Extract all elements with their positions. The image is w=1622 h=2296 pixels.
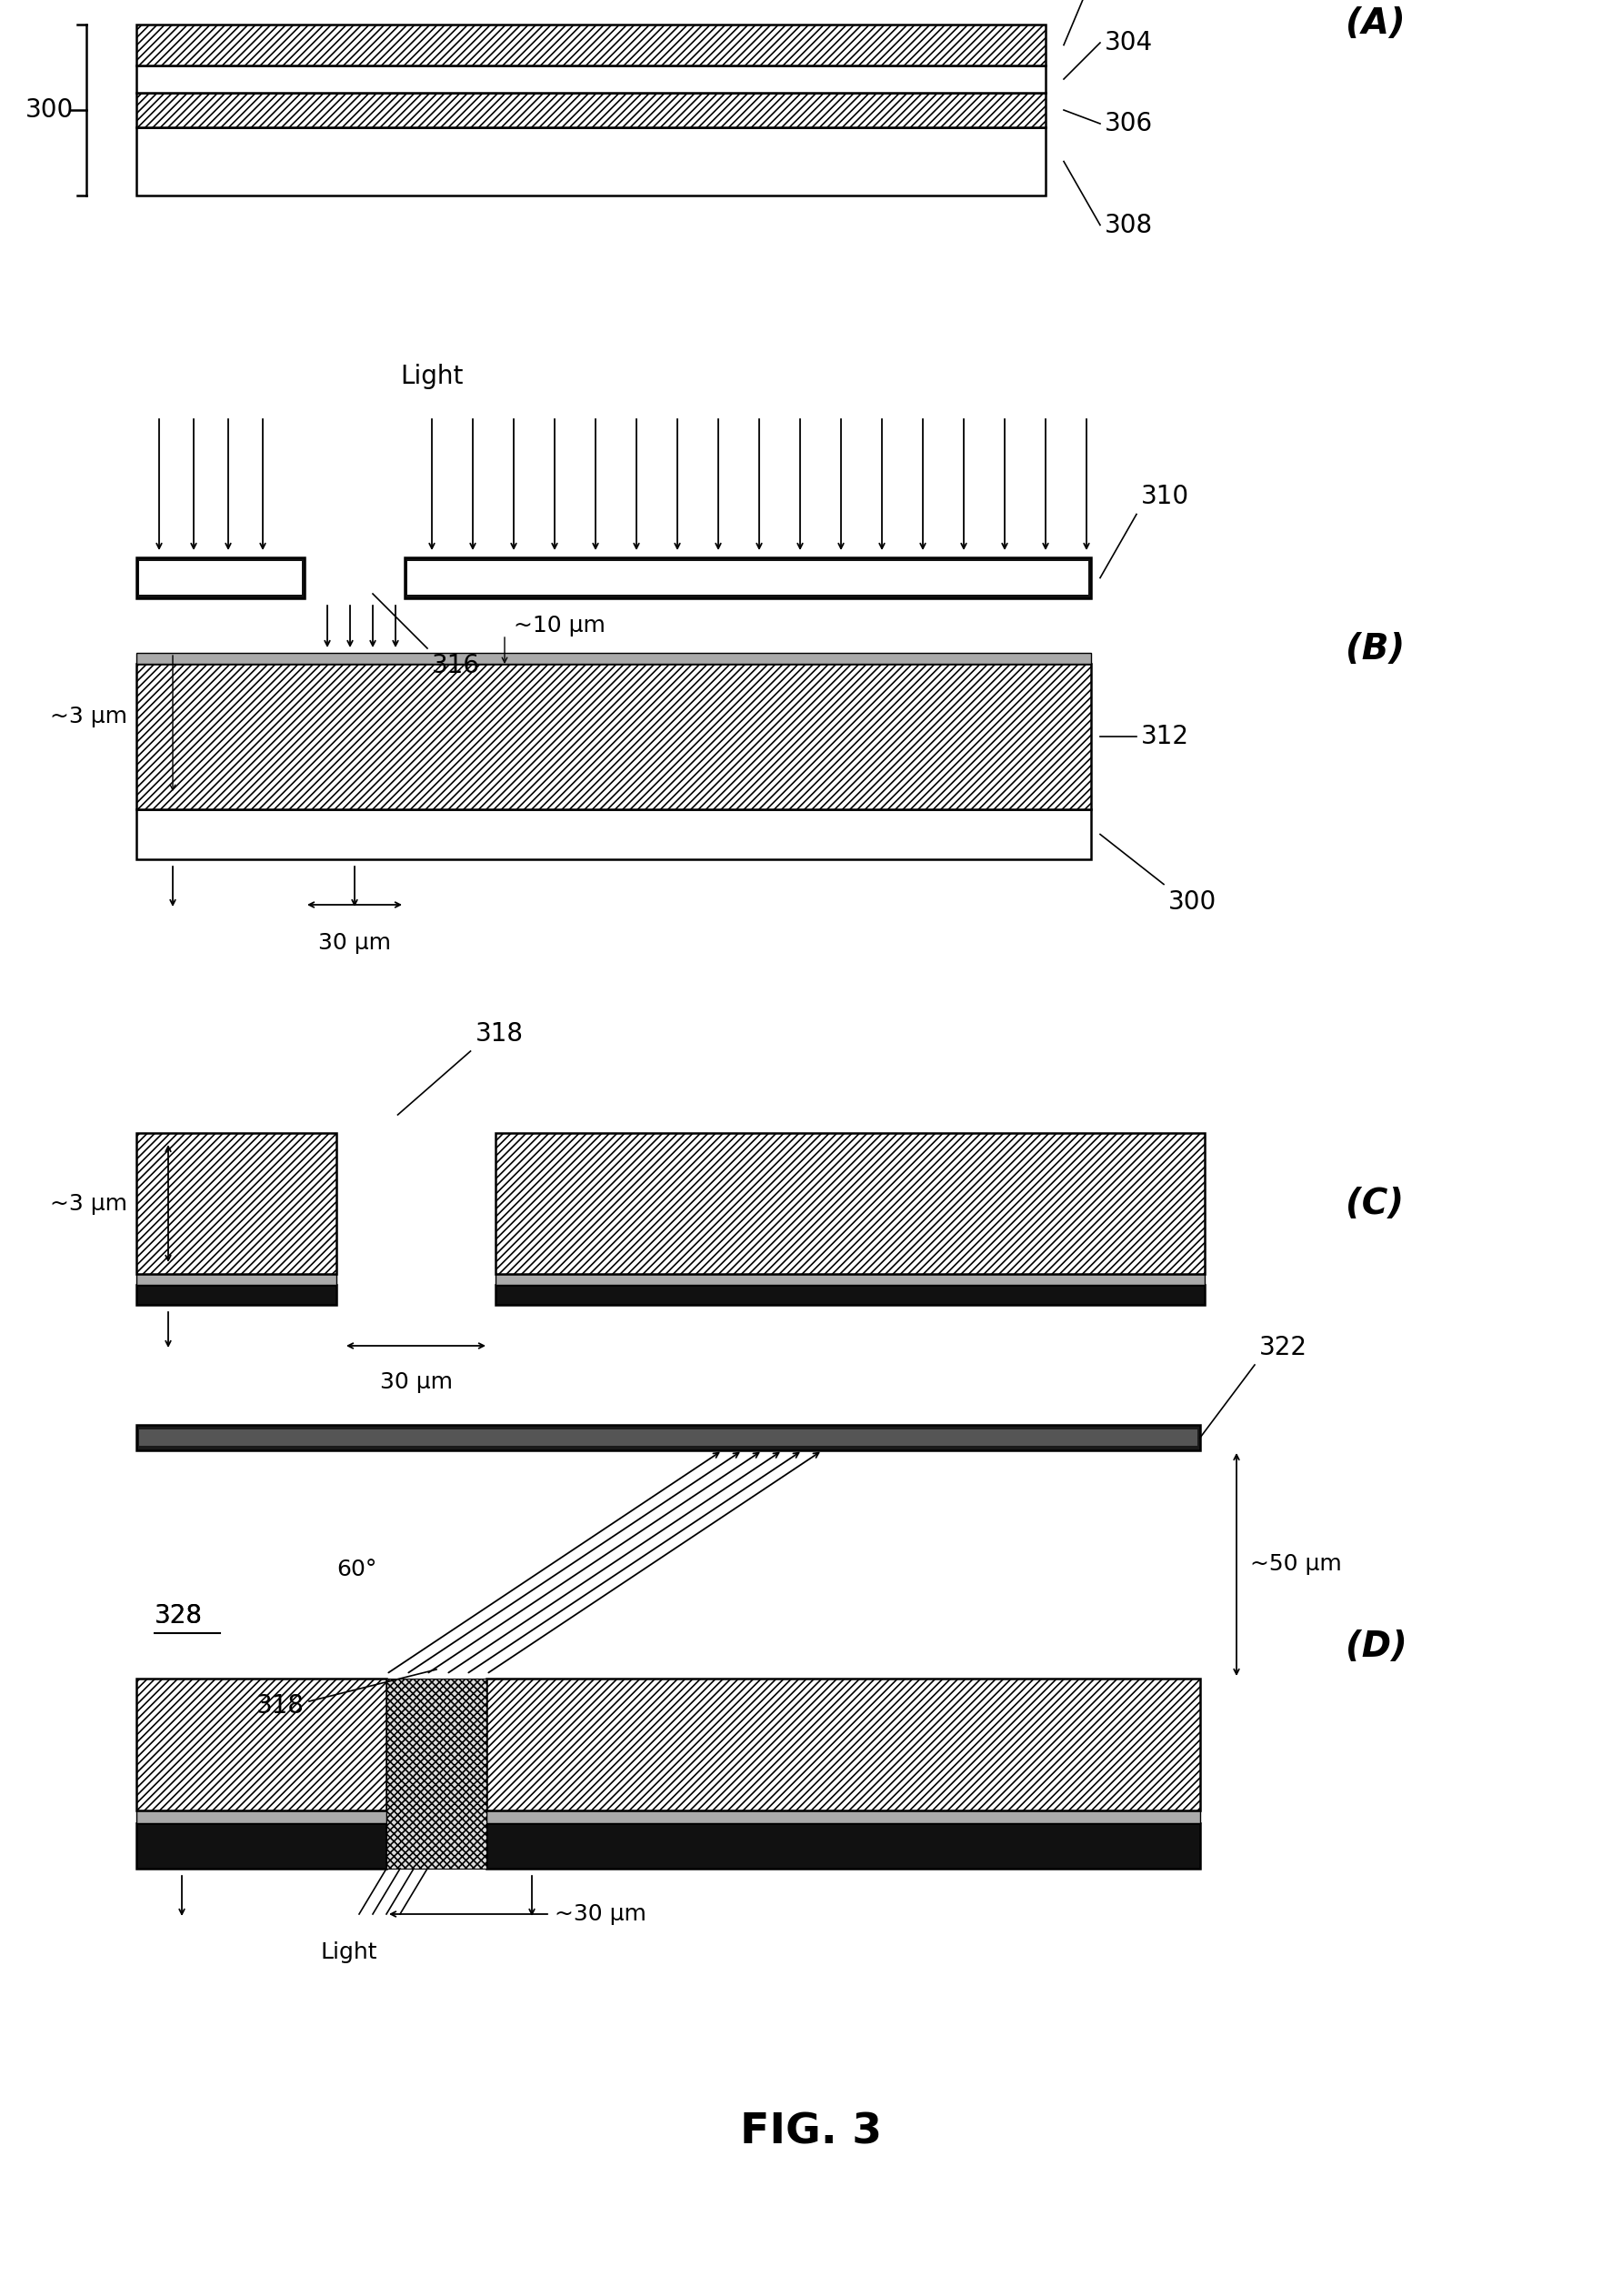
Bar [136, 25, 1046, 67]
Text: 30 μm: 30 μm [380, 1371, 453, 1394]
Text: Light: Light [401, 363, 464, 390]
Bar [136, 664, 1092, 808]
Text: 300: 300 [26, 96, 75, 122]
Bar [136, 1132, 336, 1274]
Text: 328: 328 [154, 1603, 203, 1628]
Bar [487, 1678, 1200, 1812]
Bar [136, 1812, 386, 1823]
Text: 30 μm: 30 μm [318, 932, 391, 953]
Text: 310: 310 [1140, 484, 1189, 510]
Bar [139, 1430, 1197, 1446]
Bar [136, 92, 1046, 126]
Bar [139, 560, 302, 595]
Bar [407, 560, 1088, 595]
Bar [136, 1274, 336, 1286]
Bar [136, 1678, 386, 1812]
Text: 318: 318 [256, 1692, 305, 1720]
Bar [136, 1426, 1200, 1451]
Text: ~10 μm: ~10 μm [514, 615, 605, 636]
Bar [136, 1286, 336, 1304]
Text: FIG. 3: FIG. 3 [740, 2112, 882, 2154]
Text: 304: 304 [1105, 30, 1153, 55]
Bar [136, 652, 1092, 664]
Text: 308: 308 [1105, 211, 1153, 239]
Text: 60°: 60° [337, 1559, 378, 1580]
Bar [136, 1823, 386, 1869]
Text: (C): (C) [1346, 1187, 1403, 1221]
Text: (B): (B) [1346, 631, 1405, 666]
Text: ~50 μm: ~50 μm [1251, 1554, 1341, 1575]
Bar [487, 1823, 1200, 1869]
Text: (D): (D) [1346, 1630, 1408, 1665]
Bar [136, 126, 1046, 195]
Text: 322: 322 [1259, 1334, 1307, 1359]
Text: 312: 312 [1140, 723, 1189, 748]
Bar [136, 808, 1092, 859]
Bar [495, 1286, 1205, 1304]
Text: Light: Light [321, 1942, 378, 1963]
Bar [495, 1132, 1205, 1274]
Text: 328: 328 [154, 1603, 203, 1628]
Text: ~3 μm: ~3 μm [50, 1192, 127, 1215]
Bar [495, 1274, 1205, 1286]
Text: 316: 316 [431, 652, 480, 677]
Text: ~30 μm: ~30 μm [555, 1903, 646, 1924]
Text: 318: 318 [475, 1022, 524, 1047]
Text: ~3 μm: ~3 μm [50, 705, 127, 728]
Text: 300: 300 [1168, 889, 1216, 914]
Bar [487, 1812, 1200, 1823]
Bar [386, 1678, 487, 1869]
Text: (A): (A) [1346, 7, 1405, 41]
Bar [136, 558, 305, 599]
Bar [136, 67, 1046, 92]
Bar [404, 558, 1092, 599]
Text: 306: 306 [1105, 110, 1153, 135]
